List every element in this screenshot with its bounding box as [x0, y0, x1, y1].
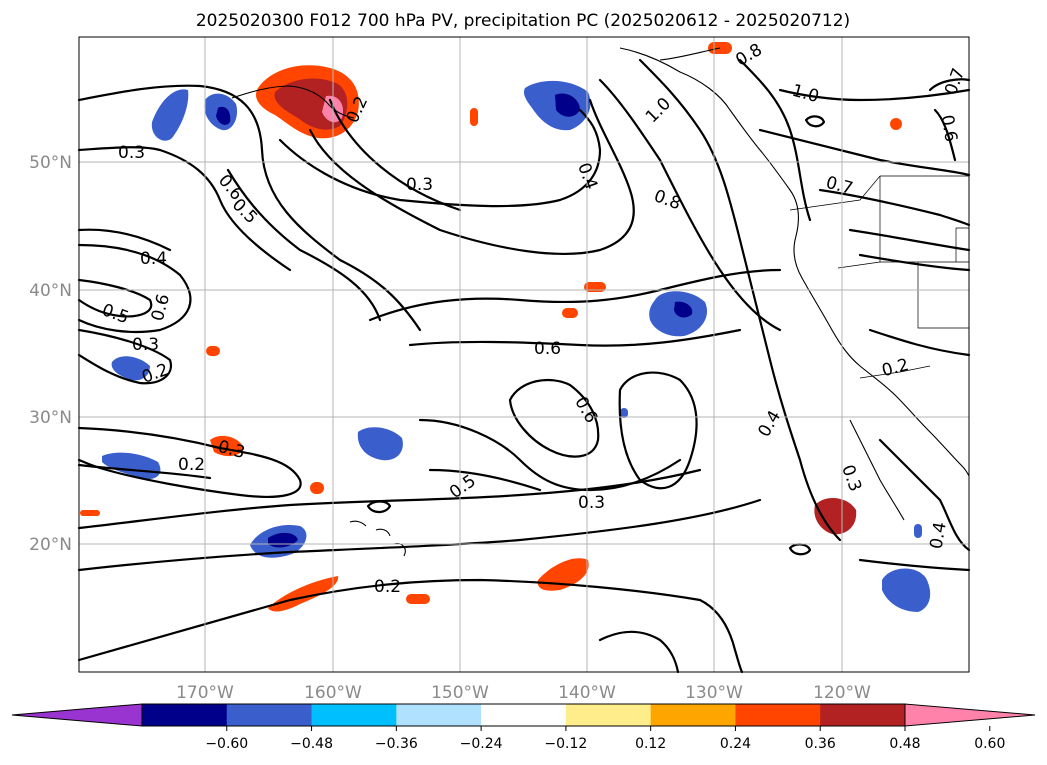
colorbar-outline [141, 703, 906, 727]
precip-positive-area [562, 308, 578, 318]
contour-label: 0.3 [406, 175, 433, 195]
colorbar-extend-high [904, 703, 1036, 727]
contour-label: 0.6 [534, 339, 561, 359]
lat-labels: 50°N 40°N 30°N 20°N [29, 153, 72, 555]
precip-negative-area [357, 427, 403, 461]
lon-label: 140°W [558, 683, 616, 703]
figure-title: 2025020300 F012 700 hPa PV, precipitatio… [196, 11, 850, 31]
map-panel: 0.3 0.6 0.5 0.2 0.3 0.4 0.5 0.6 0.3 0.2 … [77, 36, 971, 674]
colorbar-segment [820, 704, 906, 726]
precip-negative-area [151, 89, 189, 141]
pv-contours [77, 58, 971, 674]
lat-label: 20°N [29, 535, 72, 555]
precip-positive-area [890, 118, 902, 130]
precip-negative-area [620, 408, 628, 418]
contour-label: 0.4 [140, 249, 167, 269]
lat-label: 50°N [29, 153, 72, 173]
contour-label: 0.4 [926, 520, 950, 550]
precip-negative-area [111, 356, 150, 381]
precip-positive-area [406, 594, 430, 604]
colorbar-tick-label: 0.48 [889, 736, 920, 752]
colorbar-segment [481, 704, 567, 726]
coastlines [231, 47, 970, 557]
colorbar-tick-label: 0.24 [720, 736, 751, 752]
precip-negative-area [882, 568, 931, 612]
colorbar-tick-label: 0.36 [805, 736, 836, 752]
colorbar-segment [396, 704, 482, 726]
precip-negative-core [674, 301, 693, 318]
lon-label: 170°W [176, 683, 234, 703]
lon-label: 120°W [813, 683, 871, 703]
colorbar-tick-label: −0.12 [544, 736, 587, 752]
lon-labels: 170°W 160°W 150°W 140°W 130°W 120°W [176, 683, 871, 703]
colorbar: −0.60 −0.48 −0.36 −0.24 −0.12 0.12 0.24 0.36 0.4… [11, 703, 1036, 752]
colorbar-tick-label: 0.60 [974, 736, 1005, 752]
political-borders [789, 175, 969, 379]
colorbar-segment [565, 704, 652, 726]
graticule [79, 37, 969, 672]
contour-label: 0.2 [178, 455, 205, 475]
precip-negative-area [102, 452, 161, 480]
colorbar-tick-label: −0.60 [205, 736, 248, 752]
colorbar-segment [226, 704, 313, 726]
colorbar-tick-label: 0.12 [635, 736, 666, 752]
precip-negative-core [555, 93, 580, 117]
precip-positive-area [206, 346, 220, 356]
precip-positive-area [814, 497, 857, 535]
colorbar-tick-label: −0.24 [460, 736, 503, 752]
precip-positive-area [268, 576, 339, 612]
colorbar-segment [735, 704, 821, 726]
lon-label: 130°W [685, 683, 743, 703]
precip-positive-area [470, 108, 478, 126]
precip-negative-core [216, 106, 231, 125]
colorbar-segment [650, 704, 736, 726]
lat-label: 40°N [29, 281, 72, 301]
colorbar-tick-label: −0.48 [290, 736, 333, 752]
colorbar-extend-low [11, 703, 143, 727]
contour-label: 0.6 [936, 113, 960, 143]
precip-positive-area [310, 482, 324, 494]
lon-label: 150°W [431, 683, 489, 703]
colorbar-segment [311, 704, 397, 726]
contour-label: 0.3 [118, 143, 145, 163]
lat-label: 30°N [29, 408, 72, 428]
contour-label: 0.3 [578, 493, 605, 513]
colorbar-segment [142, 704, 228, 726]
lon-label: 160°W [304, 683, 362, 703]
precip-positive-area [80, 510, 100, 516]
contour-label: 0.3 [132, 335, 159, 355]
colorbar-tick-label: −0.36 [375, 736, 418, 752]
precip-negative-area [914, 524, 922, 538]
contour-label: 0.2 [374, 577, 401, 597]
map-frame [78, 36, 970, 673]
